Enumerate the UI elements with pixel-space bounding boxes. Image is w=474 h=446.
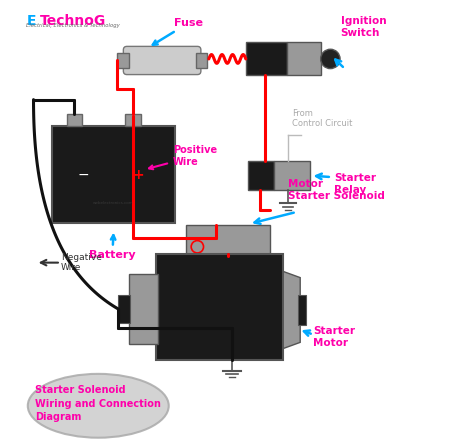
Bar	[248, 161, 274, 190]
Text: Electrical, Electronics & Technology: Electrical, Electronics & Technology	[27, 23, 120, 28]
Bar	[155, 254, 283, 359]
Polygon shape	[283, 272, 300, 348]
Bar	[129, 274, 158, 344]
Text: Starter
Motor: Starter Motor	[313, 326, 356, 348]
Bar	[67, 114, 82, 126]
Text: Starter
Relay: Starter Relay	[334, 173, 376, 195]
Text: E: E	[27, 14, 36, 28]
Bar	[287, 42, 321, 75]
Bar	[246, 42, 287, 75]
Bar	[298, 294, 306, 326]
Text: TechnoG: TechnoG	[40, 14, 106, 28]
Ellipse shape	[28, 374, 169, 438]
Bar	[274, 161, 310, 190]
Bar	[125, 114, 141, 126]
Bar	[186, 225, 270, 256]
Bar	[52, 126, 175, 223]
Text: Fuse: Fuse	[153, 18, 203, 45]
Text: +: +	[132, 168, 144, 182]
Text: Starter Solenoid
Wiring and Connection
Diagram: Starter Solenoid Wiring and Connection D…	[36, 385, 161, 422]
Text: Motor
Starter Solenoid: Motor Starter Solenoid	[288, 179, 384, 201]
Text: Battery: Battery	[89, 235, 136, 260]
Text: Positive
Wire: Positive Wire	[149, 145, 217, 169]
Circle shape	[321, 49, 340, 69]
Bar	[196, 53, 207, 68]
Text: Negative
Wire: Negative Wire	[61, 253, 102, 273]
FancyBboxPatch shape	[123, 46, 201, 74]
Text: −: −	[77, 168, 89, 182]
Text: Ignition
Switch: Ignition Switch	[340, 17, 386, 38]
Text: From
Control Circuit: From Control Circuit	[292, 109, 353, 128]
Bar	[117, 53, 128, 68]
Text: webelectronics.com: webelectronics.com	[93, 202, 134, 205]
Bar	[118, 295, 130, 323]
